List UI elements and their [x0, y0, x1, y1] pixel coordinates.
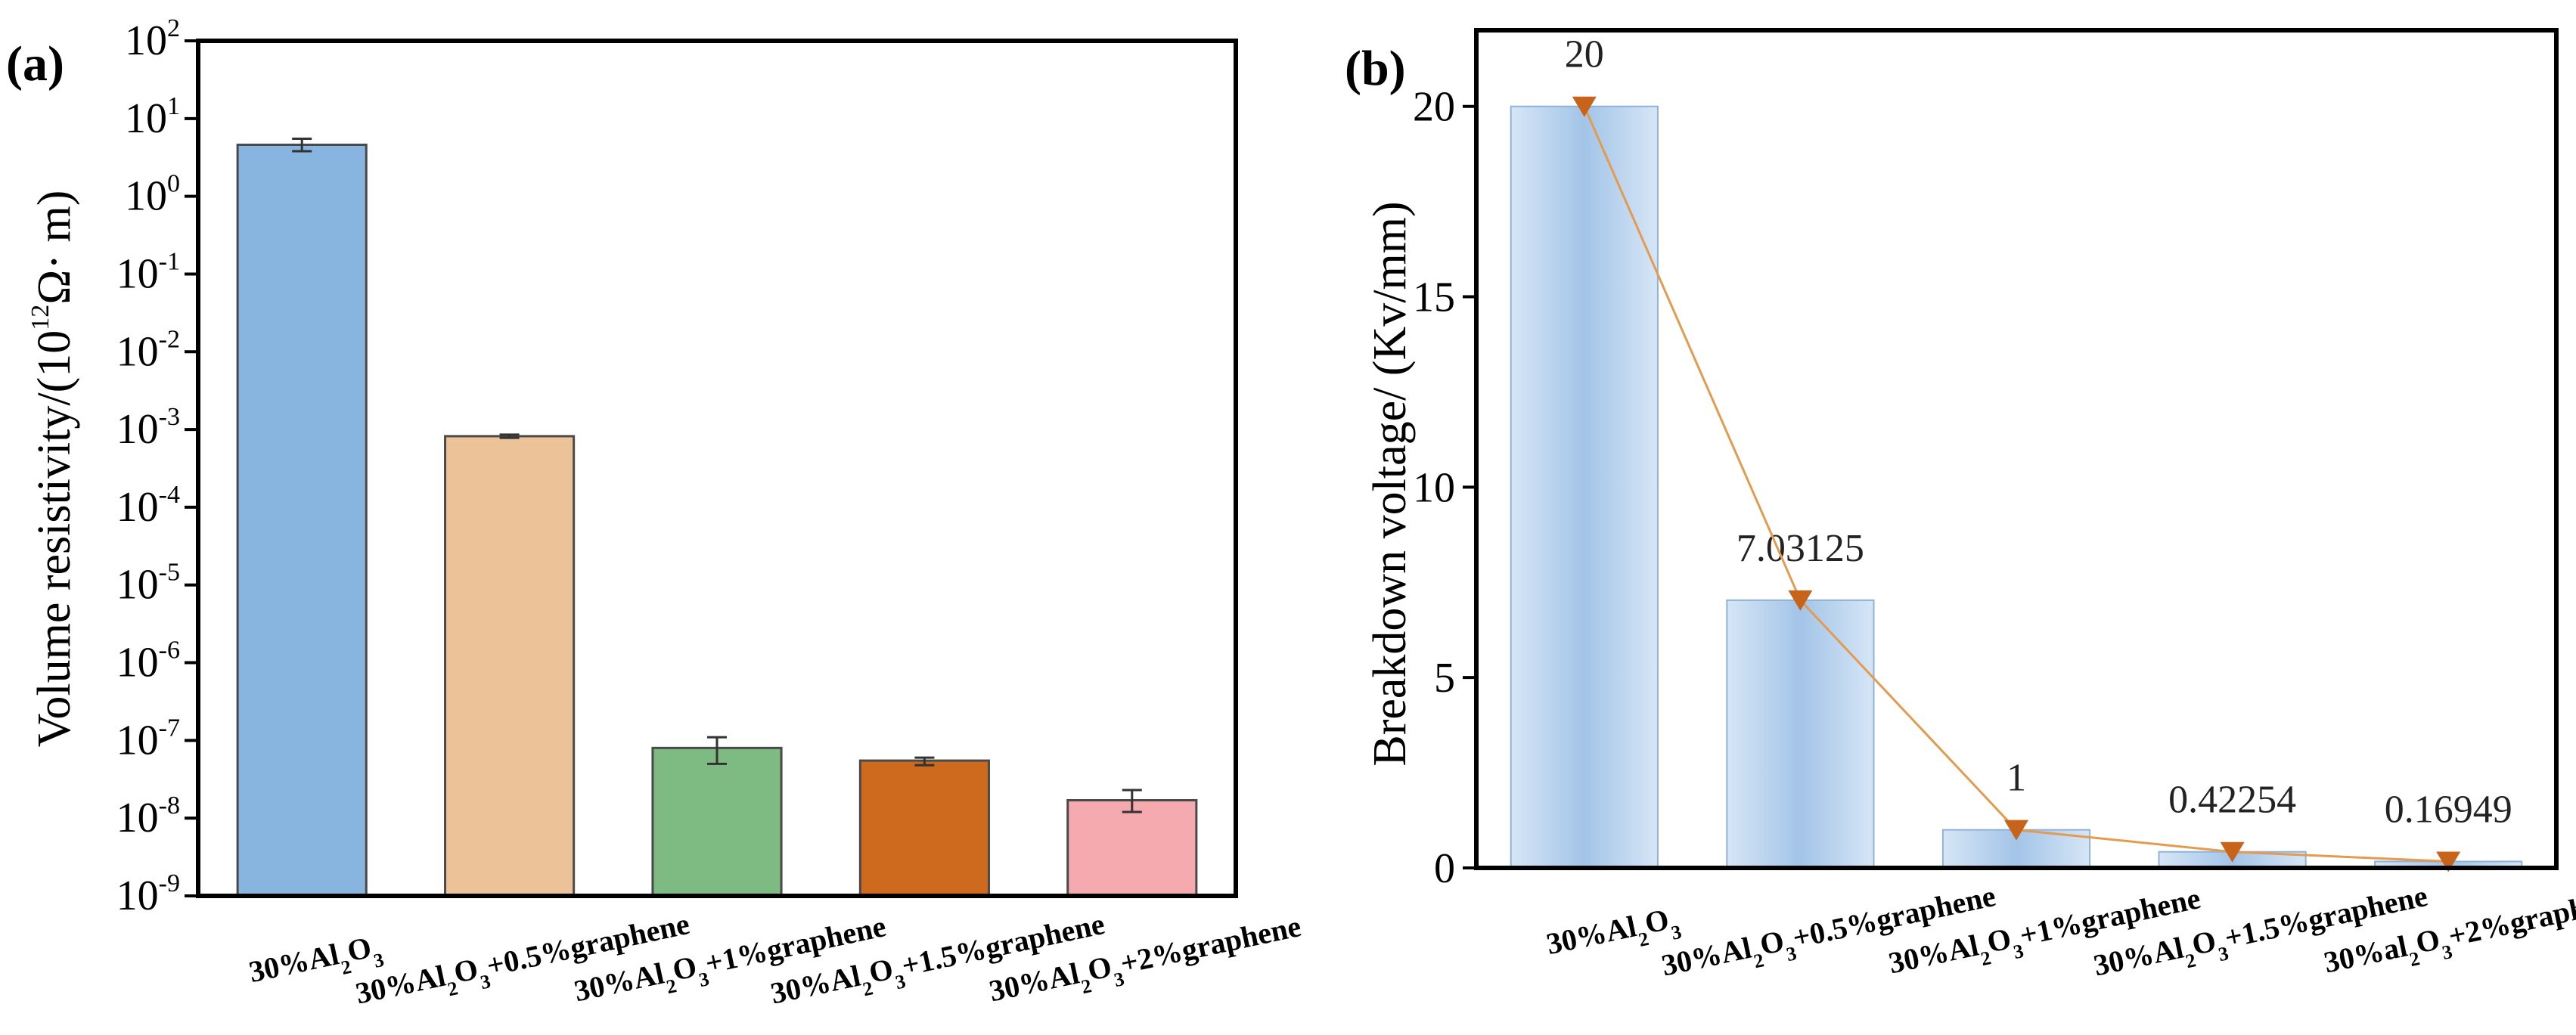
bar: [1726, 599, 1875, 869]
bar: [858, 759, 990, 897]
panel-a-label: (a): [6, 36, 64, 91]
y-tick-label: 5: [1434, 655, 1455, 702]
panel-b-category-labels: 30%Al2O330%Al2O3+0.5%graphene30%Al2O3+1%…: [1544, 879, 2576, 983]
panel-b-bars: 20 7.03125 1 0.42254 0.16949: [1510, 33, 2523, 869]
data-label: 20: [1565, 33, 1604, 76]
error-bar: [292, 138, 312, 153]
y-tick-label: 100: [125, 170, 180, 220]
data-label: 1: [2006, 757, 2026, 800]
y-tick-label: 101: [125, 92, 180, 142]
panel-b-chart: (b) 0 5 10 15 20 20 7.03125 1 0.42254 0.16949 30…: [1345, 28, 2576, 983]
y-tick-label: 10-1: [116, 247, 180, 297]
panel-b-y-axis: 0 5 10 15 20: [1413, 84, 1476, 892]
error-bar: [1122, 789, 1142, 813]
panel-a-bars: [236, 138, 1198, 897]
error-bar: [707, 736, 727, 765]
y-tick-label: 10-8: [116, 792, 180, 841]
error-bar: [914, 756, 935, 767]
data-label: 0.42254: [2168, 779, 2296, 822]
bar: [1510, 105, 1659, 869]
panel-b-label: (b): [1345, 41, 1406, 96]
trend-line: [1583, 106, 2449, 863]
y-tick-label: 10-4: [116, 481, 180, 531]
data-label: 7.03125: [1736, 527, 1864, 570]
y-tick-label: 20: [1413, 84, 1455, 131]
y-tick-label: 102: [125, 14, 180, 64]
panel-a-y-axis: 102 101 100 10-1 10-2 10-3 10-4 10-5 10-6 10-7 10-…: [116, 14, 198, 919]
panel-a-category-labels: 30%Al2O330%Al2O3+0.5%graphene30%Al2O3+1%…: [246, 906, 1304, 1011]
triangle-marker: [2004, 820, 2028, 841]
panel-b-trend-line: [1572, 96, 2461, 872]
y-tick-label: 0: [1434, 845, 1455, 892]
y-tick-label: 15: [1413, 274, 1455, 321]
bar: [651, 746, 783, 897]
bar: [236, 143, 368, 897]
panel-b-plot-frame: [1474, 28, 2559, 870]
y-tick-label: 10-6: [116, 637, 180, 686]
panel-a-y-axis-title: Volume resistivity/(1012Ω· m): [26, 191, 80, 748]
y-tick-label: 10-9: [116, 869, 180, 919]
panel-b-y-axis-title: Breakdown voltage/ (Kv/mm): [1364, 201, 1416, 766]
panel-a-chart: (a) 102 101 100 10-1 10-2 10-3 10-4 10-5 10-6 10-…: [6, 14, 1304, 1011]
bar: [1066, 798, 1198, 897]
y-tick-label: 10-7: [116, 714, 180, 764]
error-bar: [499, 433, 520, 439]
triangle-marker: [1572, 96, 1597, 117]
y-tick-label: 10-2: [116, 325, 180, 375]
panel-a-plot-frame: [196, 39, 1238, 898]
bar: [444, 435, 576, 897]
y-tick-label: 10-3: [116, 403, 180, 453]
triangle-marker: [2436, 851, 2461, 872]
triangle-marker: [1788, 590, 1813, 611]
triangle-marker: [2220, 841, 2245, 863]
y-tick-label: 10: [1413, 464, 1455, 511]
y-tick-label: 10-5: [116, 559, 180, 609]
data-label: 0.16949: [2385, 788, 2512, 831]
